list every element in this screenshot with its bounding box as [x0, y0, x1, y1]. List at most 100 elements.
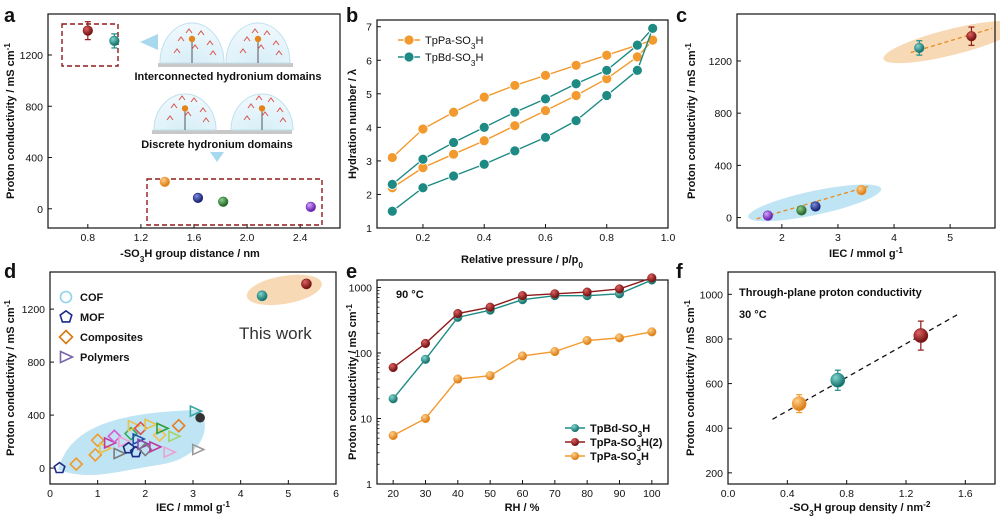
- e-series-2-point: [420, 413, 431, 424]
- f-xtick-label: 1.2: [899, 488, 914, 500]
- f-plot-frame: [727, 271, 996, 485]
- e-y-axis-title: Proton conductivity / mS cm-1: [345, 304, 360, 460]
- c-x-axis-title: IEC / mmol g-1: [829, 246, 903, 261]
- d-literature-point-26: [195, 412, 205, 423]
- f-ytick-label: 1000: [700, 289, 724, 301]
- d-this-work-region: [246, 274, 322, 306]
- e-series-0-point: [420, 354, 431, 364]
- d-ytick-label: 400: [27, 410, 45, 422]
- e-series-0-point: [388, 394, 398, 404]
- a-annotation-discrete: Discrete hydronium domains: [141, 139, 293, 151]
- d-literature-point-23: [171, 418, 186, 433]
- c-ytick-label: 400: [714, 160, 732, 172]
- d-literature-point-20: [156, 422, 170, 435]
- f-ytick-label: 600: [705, 379, 723, 391]
- a-dome-top-right-molecule: [275, 50, 283, 56]
- c-trend-high: [910, 27, 993, 54]
- c-ytick-label: 800: [714, 108, 732, 120]
- a-dome-top-right-molecule: [257, 44, 265, 50]
- e-series-2-point: [550, 347, 560, 357]
- a-dome-bottom-right-molecule: [247, 103, 255, 109]
- b-series-0-desorption-point: [448, 106, 459, 118]
- c-xtick-label: 3: [835, 232, 841, 244]
- a-dome-top-left-molecule: [173, 48, 181, 54]
- b-xtick-label: 0.6: [538, 232, 553, 244]
- a-dome-bottom-right-molecule: [279, 117, 287, 123]
- b-ytick-label: 5: [366, 89, 372, 101]
- d-legend-marker-1: [59, 309, 73, 323]
- e-series-2-point: [647, 327, 657, 337]
- e-series-1-point: [453, 308, 463, 319]
- b-series-0-desorption-line: [391, 39, 653, 159]
- d-this-work-point-0: [256, 290, 268, 302]
- panel-d-chart: 0 1 2 3 4 5 6 0 400 800 1200 IEC / mmol g-1 Proton c…: [3, 271, 339, 514]
- f-xtick-label: 1.6: [958, 488, 973, 500]
- a-highlight-box-bottom: [146, 178, 323, 226]
- d-y-axis-title: Proton conductivity / mS cm-1: [3, 300, 18, 456]
- b-series-0-adsorption-point: [570, 90, 582, 101]
- f-xtick-label: 0.4: [780, 488, 795, 500]
- e-ytick-label: 1000: [349, 282, 373, 294]
- d-xtick-label: 1: [95, 488, 101, 500]
- e-series-2-point: [388, 430, 398, 441]
- panel-c-chart: 2 3 4 5 0 400 800 1200 IEC / mmol g-1 Proton cond…: [684, 13, 1000, 260]
- a-arrow-left: [140, 34, 158, 50]
- e-xtick-label: 40: [452, 488, 464, 500]
- a-ytick-label: 400: [25, 153, 43, 165]
- b-series-1-adsorption-point: [509, 145, 521, 157]
- b-series-1-adsorption-point: [448, 170, 459, 182]
- b-series-1-desorption-point: [417, 153, 429, 165]
- b-ytick-label: 6: [366, 55, 372, 67]
- a-dome-top-left-molecule: [206, 40, 214, 46]
- d-legend-marker-2: [58, 329, 74, 345]
- panel-label-b: b: [346, 5, 358, 27]
- d-legend-label-2: Composites: [80, 332, 143, 344]
- c-plot-frame: [736, 13, 996, 229]
- e-legend-label-1: TpPa-SO3H(2): [590, 437, 663, 453]
- a-point-3: [192, 192, 204, 203]
- f-xtick-label: 0.8: [839, 488, 854, 500]
- a-dome-bottom-right-molecule: [276, 107, 284, 113]
- e-series-1-point: [582, 287, 592, 297]
- d-literature-point-9: [122, 441, 135, 454]
- a-dome-top-left-molecule: [197, 30, 205, 36]
- d-literature-point-22: [168, 430, 182, 443]
- a-dome-bottom-left-molecule: [178, 95, 186, 101]
- e-series-1-point: [647, 273, 657, 283]
- a-arrow-down: [210, 152, 224, 162]
- b-series-0-adsorption-line: [391, 39, 654, 189]
- a-dome-bottom-left-molecule: [166, 115, 174, 121]
- d-ytick-label: 800: [27, 357, 45, 369]
- f-point-2: [913, 328, 929, 343]
- b-series-1-desorption-point: [386, 178, 398, 190]
- a-xtick-label: 0.8: [81, 232, 96, 244]
- a-ytick-label: 800: [25, 101, 43, 113]
- d-literature-point-0: [53, 461, 66, 474]
- b-series-1-desorption-point: [540, 93, 551, 105]
- e-temperature-annotation: 90 °C: [396, 289, 424, 301]
- b-series-0-desorption-point: [417, 123, 429, 135]
- d-literature-point-3: [90, 433, 105, 448]
- a-y-axis-title: Proton conductivity / mS cm-1: [3, 43, 18, 199]
- b-ytick-label: 2: [366, 189, 372, 201]
- b-series-1-adsorption-point: [601, 90, 613, 101]
- d-legend-marker-0: [59, 290, 73, 304]
- b-series-1-adsorption-point: [478, 158, 490, 170]
- b-xtick-label: 0.8: [599, 232, 614, 244]
- d-xtick-label: 6: [333, 488, 339, 500]
- f-annotation-title: Through-plane proton conductivity: [739, 287, 923, 299]
- a-dome-top-left-node: [188, 35, 196, 43]
- panel-b-chart: 0.2 0.4 0.6 0.8 1.0 1 2 3 4 5 6 7 Relative pressure …: [347, 19, 675, 270]
- a-point-1: [109, 35, 120, 47]
- f-ytick-label: 800: [705, 334, 723, 346]
- d-literature-point-21: [163, 445, 178, 459]
- b-xtick-label: 0.4: [477, 232, 492, 244]
- b-series-1-desorption-point: [570, 78, 582, 90]
- e-xtick-label: 20: [387, 488, 399, 500]
- d-xtick-label: 5: [285, 488, 291, 500]
- a-dome-top-right-molecule: [251, 28, 259, 34]
- e-legend-label-2: TpPa-SO3H: [590, 451, 649, 467]
- b-series-1-desorption-point: [647, 22, 659, 34]
- a-dome-top-left-molecule: [209, 50, 217, 56]
